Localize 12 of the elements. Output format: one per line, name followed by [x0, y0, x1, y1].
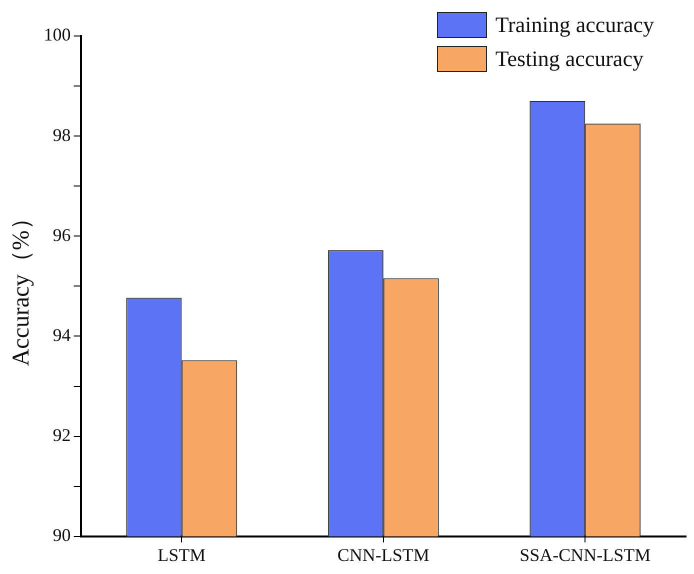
legend-label: Training accuracy: [495, 12, 654, 38]
y-axis-title: Accuracy（%）: [8, 206, 35, 366]
x-tick-label: SSA-CNN-LSTM: [520, 544, 651, 565]
y-tick-label: 100: [44, 24, 71, 45]
y-tick-label: 96: [52, 224, 71, 245]
y-tick-label: 98: [52, 124, 71, 145]
y-tick-label: 92: [52, 425, 71, 446]
x-tick-label: LSTM: [158, 544, 206, 565]
y-tick-label: 94: [52, 324, 71, 345]
y-tick-label: 90: [52, 525, 71, 546]
x-tick-label: CNN-LSTM: [337, 544, 430, 565]
legend-label: Testing accuracy: [495, 46, 644, 72]
